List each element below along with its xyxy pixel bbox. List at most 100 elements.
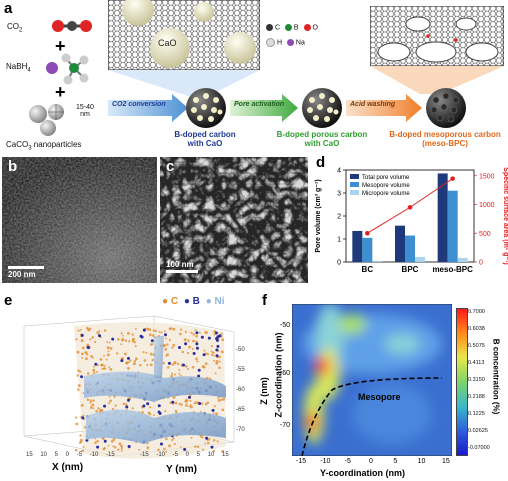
carbon-atom: [174, 409, 177, 413]
carbon-atom: [176, 362, 180, 366]
y-tick-label: 2: [337, 214, 341, 221]
contour-y-tick-label: -60: [279, 370, 290, 377]
boron-atom: [103, 404, 107, 408]
carbon-atom: [107, 350, 110, 353]
boron-atom: [120, 359, 124, 363]
z-tick-label: -55: [236, 367, 245, 373]
carbon-atom: [221, 338, 225, 342]
colorbar-tick-label: 0.4113: [468, 360, 485, 366]
carbon-atom: [84, 357, 88, 361]
legend-na: Na: [295, 39, 305, 47]
caco3-nanoparticles-icon: [29, 104, 64, 136]
carbon-atom: [109, 399, 112, 403]
co2-subscript: 2: [19, 27, 23, 34]
carbon-atom: [204, 402, 208, 406]
carbon-atom: [81, 356, 84, 359]
carbon-atom: [145, 351, 148, 354]
carbon-atom: [102, 437, 105, 441]
scale-bar-c: [166, 270, 198, 273]
boron-atom: [192, 352, 196, 356]
zoom-funnel-1: [108, 70, 260, 96]
boron-atom: [97, 334, 101, 338]
apt-x-axis-label: X (nm): [52, 462, 84, 473]
carbon-atom: [129, 359, 132, 362]
carbon-atom: [184, 404, 187, 407]
carbon-atom: [185, 398, 188, 402]
surface-area-point: [450, 176, 455, 181]
carbon-atom: [120, 343, 123, 346]
carbon-atom: [212, 438, 216, 442]
carbon-atom: [152, 329, 156, 332]
carbon-atom: [101, 367, 104, 371]
bar-micropore-volume: [457, 257, 468, 262]
tem-texture-c: [160, 157, 308, 283]
carbon-atom: [94, 441, 97, 444]
carbon-atom: [213, 333, 216, 336]
panel-c-label: c: [166, 158, 175, 175]
carbon-atom: [82, 392, 85, 394]
panel-d-label: d: [316, 154, 326, 171]
boron-atom: [207, 336, 211, 340]
boron-atom: [211, 408, 215, 412]
carbon-atom: [199, 331, 201, 334]
boron-atom: [210, 445, 214, 449]
carbon-atom: [173, 362, 176, 365]
carbon-atom: [174, 401, 178, 405]
carbon-atom: [128, 340, 131, 343]
atom-legend: C B O: [266, 24, 318, 31]
legend-b: B: [293, 24, 299, 32]
carbon-atom: [120, 332, 123, 335]
carbon-atom: [213, 405, 216, 408]
carbon-atom: [220, 350, 224, 354]
carbon-atom: [207, 441, 210, 445]
legend-b-dot-icon: ●: [183, 296, 190, 307]
carbon-atom: [149, 343, 152, 346]
carbon-atom: [114, 404, 117, 407]
carbon-atom: [109, 367, 113, 371]
contour-x-tick-label: -5: [344, 458, 351, 465]
product-2-caption: B-doped porous carbon with CaO: [268, 130, 376, 148]
carbon-atom: [81, 449, 84, 453]
carbon-atom: [153, 414, 156, 417]
carbon-atom: [217, 399, 221, 402]
boron-atom: [195, 342, 199, 346]
carbon-atom: [103, 354, 106, 357]
y-tick-label: 4: [337, 168, 341, 175]
carbon-atom: [122, 402, 126, 405]
legend-swatch: [350, 174, 359, 179]
carbon-atom: [96, 364, 99, 367]
carbon-atom: [79, 328, 82, 331]
carbon-atom: [86, 372, 90, 375]
caco3-size: 15-40 nm: [76, 104, 94, 118]
carbon-atom: [89, 338, 92, 341]
legend-c-dot-icon: ●: [162, 296, 169, 307]
carbon-atom: [168, 444, 172, 448]
carbon-atom: [196, 445, 200, 449]
carbon-atom: [86, 343, 90, 347]
carbon-atom: [91, 356, 94, 359]
carbon-atom: [131, 407, 134, 410]
carbon-atom: [77, 329, 80, 332]
carbon-atom: [192, 339, 195, 343]
carbon-atom: [103, 364, 106, 367]
boron-atom: [125, 405, 129, 409]
atom-legend-2: H Na: [266, 38, 305, 47]
apt-z-axis-label: Z (nm): [258, 377, 269, 405]
carbon-atom: [178, 368, 181, 371]
y-tick-label: 1: [337, 237, 341, 244]
boron-atom: [195, 346, 199, 350]
carbon-atom: [112, 445, 115, 448]
boron-atom: [178, 346, 182, 350]
carbon-atom: [171, 439, 174, 442]
carbon-atom: [206, 352, 210, 356]
boron-atom: [157, 404, 161, 408]
legend-ni-dot-icon: ●: [205, 296, 212, 307]
caco3-size-unit: nm: [80, 111, 90, 118]
carbon-atom: [215, 361, 219, 365]
carbon-atom: [149, 406, 152, 409]
carbon-atom: [149, 363, 153, 367]
carbon-atom: [168, 339, 171, 342]
caco3-label: CaCO3 nanoparticles: [6, 140, 81, 152]
ni-isosurface-3: [154, 336, 164, 378]
carbon-atom: [213, 359, 216, 362]
